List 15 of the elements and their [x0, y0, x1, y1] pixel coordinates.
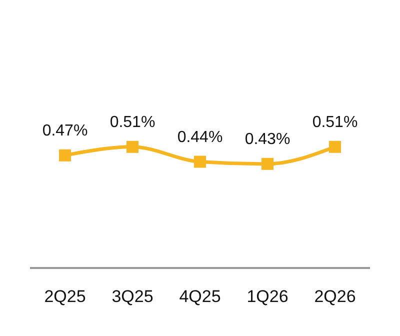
- point: [126, 140, 138, 153]
- point: [262, 158, 274, 170]
- x-tick-label: 1Q26: [246, 287, 288, 306]
- x-tick-label: 2Q26: [314, 287, 356, 306]
- point: [59, 149, 71, 162]
- data-label: 0.44%: [177, 128, 223, 146]
- data-label: 0.47%: [42, 122, 88, 140]
- point: [329, 140, 341, 153]
- data-label: 0.43%: [244, 130, 290, 148]
- data-label: 0.51%: [312, 114, 358, 131]
- x-tick-label: 2Q25: [44, 287, 86, 306]
- data-label: 0.51%: [110, 114, 156, 131]
- x-tick-label: 4Q25: [179, 287, 221, 306]
- point: [194, 156, 206, 168]
- x-tick-label: 3Q25: [112, 287, 154, 306]
